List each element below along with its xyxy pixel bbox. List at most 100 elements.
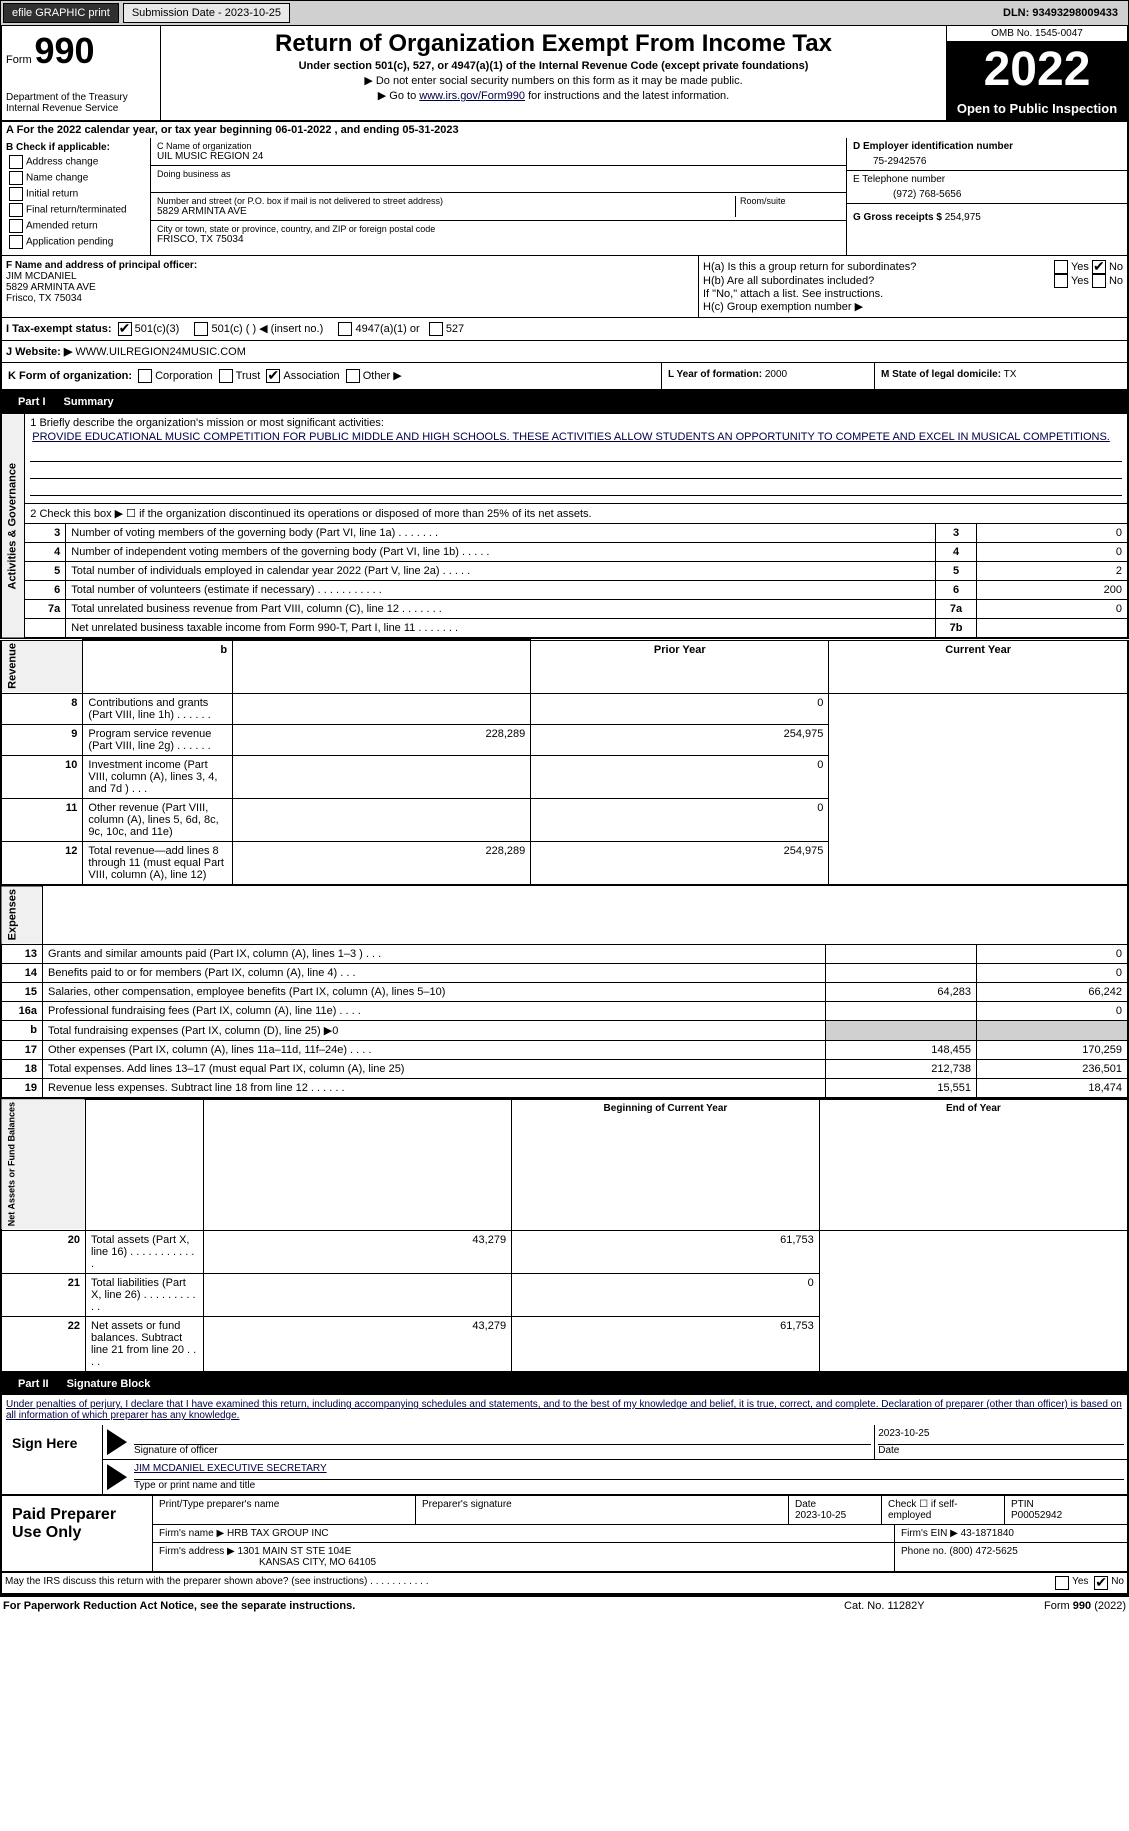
subtitle-1: Under section 501(c), 527, or 4947(a)(1)…	[165, 60, 942, 72]
arrow-icon	[107, 1429, 127, 1455]
part2-num: Part II	[10, 1378, 57, 1390]
subtitle-3: ▶ Go to www.irs.gov/Form990 for instruct…	[165, 89, 942, 102]
vtext-activities: Activities & Governance	[1, 414, 25, 639]
paid-preparer-label: Paid Preparer Use Only	[2, 1496, 152, 1571]
vtext-revenue: Revenue	[1, 640, 83, 693]
mission-text: PROVIDE EDUCATIONAL MUSIC COMPETITION FO…	[30, 429, 1122, 445]
hb-label: H(b) Are all subordinates included?	[703, 275, 1051, 287]
addr-label: Number and street (or P.O. box if mail i…	[157, 196, 735, 206]
top-toolbar: efile GRAPHIC print Submission Date - 20…	[0, 0, 1129, 26]
ha-no[interactable]	[1092, 260, 1106, 274]
checkbox-app-pending[interactable]	[9, 235, 23, 249]
tax-year: 2022	[947, 42, 1127, 97]
line1-label: 1 Briefly describe the organization's mi…	[30, 417, 1122, 429]
year-formation: 2000	[765, 369, 787, 380]
check-trust[interactable]	[219, 369, 233, 383]
line2-text: 2 Check this box ▶ ☐ if the organization…	[25, 504, 1128, 524]
irs-link[interactable]: www.irs.gov/Form990	[419, 90, 525, 102]
checkbox-address-change[interactable]	[9, 155, 23, 169]
main-title: Return of Organization Exempt From Incom…	[165, 30, 942, 58]
prep-sig-label: Preparer's signature	[422, 1499, 782, 1510]
city-label: City or town, state or province, country…	[157, 224, 840, 234]
phone-value: (972) 768-5656	[853, 185, 1121, 200]
dept-label: Department of the Treasury Internal Reve…	[6, 92, 156, 114]
org-name: UIL MUSIC REGION 24	[157, 151, 840, 162]
form-org-label: K Form of organization:	[8, 370, 132, 382]
col-end-year: End of Year	[819, 1099, 1128, 1230]
may-irs-discuss: May the IRS discuss this return with the…	[5, 1576, 1052, 1590]
dln-label: DLN: 93493298009433	[1003, 7, 1126, 19]
arrow-icon	[107, 1464, 127, 1490]
ptin-value: P00052942	[1011, 1510, 1062, 1521]
checkbox-amended[interactable]	[9, 219, 23, 233]
irs-discuss-yes[interactable]	[1055, 1576, 1069, 1590]
phone-label: E Telephone number	[853, 174, 1121, 185]
check-527[interactable]	[429, 322, 443, 336]
firm-addr1: 1301 MAIN ST STE 104E	[238, 1546, 352, 1557]
col-begin-year: Beginning of Current Year	[512, 1099, 820, 1230]
org-name-label: C Name of organization	[157, 141, 840, 151]
check-501c3[interactable]	[118, 322, 132, 336]
sig-date-label: Date	[878, 1445, 1124, 1456]
firm-ein: 43-1871840	[961, 1528, 1014, 1539]
efile-button[interactable]: efile GRAPHIC print	[3, 3, 119, 23]
check-assoc[interactable]	[266, 369, 280, 383]
dba-label: Doing business as	[157, 169, 840, 179]
hb-note: If "No," attach a list. See instructions…	[703, 288, 1123, 300]
col-b-checkboxes: B Check if applicable: Address change Na…	[2, 138, 151, 255]
officer-name-value: JIM MCDANIEL EXECUTIVE SECRETARY	[134, 1463, 1124, 1480]
form-label: Form	[6, 54, 32, 66]
room-label: Room/suite	[740, 196, 840, 206]
print-name-label: Print/Type preparer's name	[159, 1499, 409, 1510]
city-value: FRISCO, TX 75034	[157, 234, 840, 245]
row-a-period: A For the 2022 calendar year, or tax yea…	[0, 122, 1129, 138]
hb-no[interactable]	[1092, 274, 1106, 288]
paperwork-notice: For Paperwork Reduction Act Notice, see …	[3, 1600, 844, 1612]
omb-number: OMB No. 1545-0047	[947, 26, 1127, 42]
officer-name: JIM MCDANIEL	[6, 271, 694, 282]
check-4947[interactable]	[338, 322, 352, 336]
officer-addr2: Frisco, TX 75034	[6, 293, 694, 304]
firm-addr2: KANSAS CITY, MO 64105	[159, 1557, 376, 1568]
open-public-label: Open to Public Inspection	[947, 97, 1127, 120]
website-value: WWW.UILREGION24MUSIC.COM	[75, 346, 246, 358]
subtitle-2: ▶ Do not enter social security numbers o…	[165, 74, 942, 87]
tax-status-label: I Tax-exempt status:	[6, 323, 112, 335]
check-self-employed: Check ☐ if self-employed	[882, 1496, 1005, 1524]
checkbox-name-change[interactable]	[9, 171, 23, 185]
checkbox-initial-return[interactable]	[9, 187, 23, 201]
website-label: J Website: ▶	[6, 346, 72, 358]
ha-label: H(a) Is this a group return for subordin…	[703, 261, 1051, 273]
gross-value: 254,975	[945, 212, 981, 223]
vtext-netassets: Net Assets or Fund Balances	[1, 1099, 86, 1230]
col-current-year: Current Year	[829, 640, 1128, 693]
part2-title: Signature Block	[67, 1378, 151, 1390]
hb-yes[interactable]	[1054, 274, 1068, 288]
type-name-label: Type or print name and title	[134, 1480, 1124, 1491]
check-501c[interactable]	[194, 322, 208, 336]
ein-value: 75-2942576	[853, 152, 1121, 167]
officer-addr1: 5829 ARMINTA AVE	[6, 282, 694, 293]
checkbox-final-return[interactable]	[9, 203, 23, 217]
prep-date-value: 2023-10-25	[795, 1510, 846, 1521]
col-prior-year: Prior Year	[531, 640, 829, 693]
sign-here-label: Sign Here	[2, 1425, 103, 1494]
ein-label: D Employer identification number	[853, 141, 1121, 152]
check-corp[interactable]	[138, 369, 152, 383]
prep-phone: (800) 472-5625	[949, 1546, 1017, 1557]
gross-label: G Gross receipts $	[853, 212, 942, 223]
submission-date: Submission Date - 2023-10-25	[123, 3, 290, 23]
hc-label: H(c) Group exemption number ▶	[703, 300, 1123, 313]
ha-yes[interactable]	[1054, 260, 1068, 274]
sig-date-value: 2023-10-25	[878, 1428, 1124, 1445]
part1-num: Part I	[10, 396, 54, 408]
sig-officer-label: Signature of officer	[134, 1445, 871, 1456]
form-footer: Form 990 (2022)	[1044, 1600, 1126, 1612]
check-other[interactable]	[346, 369, 360, 383]
part1-title: Summary	[64, 396, 114, 408]
declaration-text: Under penalties of perjury, I declare th…	[2, 1395, 1127, 1425]
addr-value: 5829 ARMINTA AVE	[157, 206, 735, 217]
state-domicile: TX	[1004, 369, 1017, 380]
form-number: 990	[34, 30, 94, 71]
irs-discuss-no[interactable]	[1094, 1576, 1108, 1590]
